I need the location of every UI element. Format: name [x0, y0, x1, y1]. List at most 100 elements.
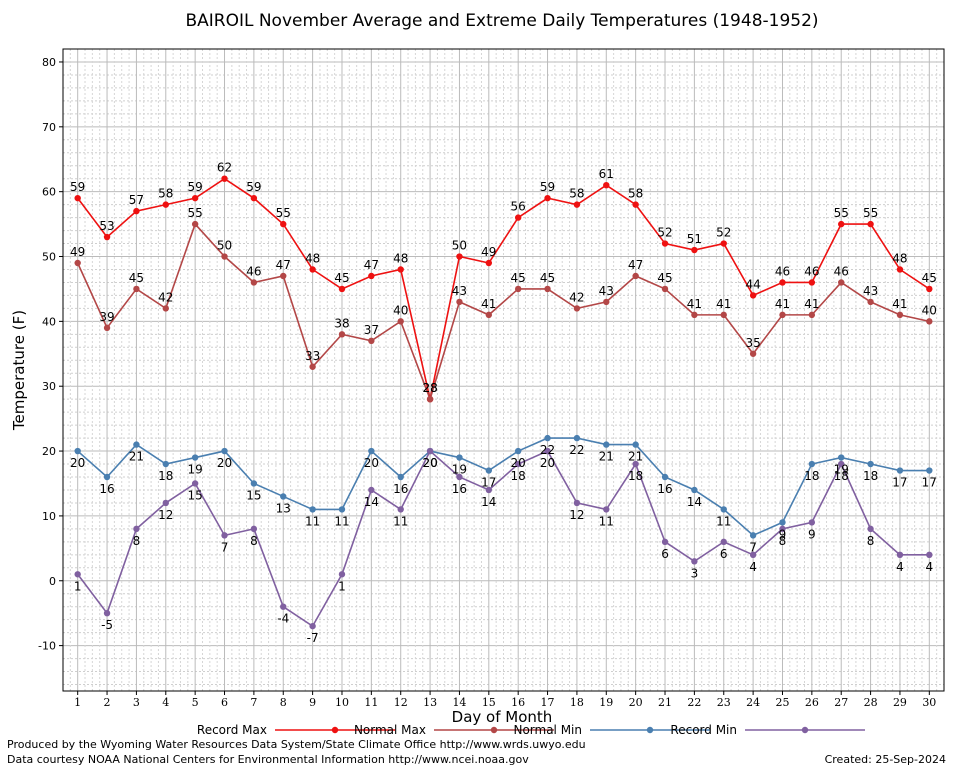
data-label: 19 [834, 463, 849, 477]
legend-label: Normal Min [513, 723, 582, 737]
x-tick-label: 28 [864, 696, 878, 709]
data-label: 42 [569, 290, 584, 304]
data-label: 21 [129, 450, 144, 464]
data-label: 8 [867, 534, 875, 548]
data-label: 21 [599, 450, 614, 464]
data-label: 49 [70, 245, 85, 259]
data-label: 41 [687, 297, 702, 311]
data-point [808, 311, 816, 319]
data-point [456, 253, 463, 260]
data-point [867, 220, 874, 228]
data-point [926, 551, 933, 559]
data-point [103, 473, 111, 481]
x-tick-label: 7 [250, 696, 257, 709]
data-point [867, 298, 874, 306]
data-point [456, 473, 463, 481]
x-tick-label: 2 [104, 696, 111, 709]
data-point [603, 441, 610, 448]
data-point [368, 486, 375, 494]
data-point [808, 279, 816, 286]
data-point [544, 285, 551, 293]
data-label: 20 [540, 456, 555, 470]
series-line [77, 437, 930, 537]
data-point [397, 506, 404, 513]
data-label: 41 [775, 297, 790, 311]
plot-frame [62, 48, 945, 692]
data-label: 19 [452, 463, 467, 477]
data-point [691, 486, 698, 494]
data-point [749, 551, 757, 559]
data-point [749, 292, 757, 299]
data-point [74, 571, 81, 578]
y-tick-label: 20 [42, 445, 56, 458]
data-label: 18 [628, 469, 643, 483]
data-point [779, 311, 786, 319]
data-point [720, 506, 727, 513]
data-point [426, 447, 434, 455]
data-label: 9 [808, 527, 816, 541]
data-label: 42 [158, 290, 173, 304]
data-point [338, 571, 346, 578]
footer-credit-line: Produced by the Wyoming Water Resources … [7, 738, 586, 751]
chart-title: BAIROIL November Average and Extreme Dai… [185, 11, 818, 31]
data-point [867, 525, 874, 533]
data-point [896, 311, 904, 319]
data-label: 14 [364, 495, 379, 509]
data-label: 12 [569, 508, 584, 522]
data-point [280, 272, 287, 280]
x-tick-label: 19 [599, 696, 613, 709]
data-label: 20 [70, 456, 85, 470]
x-tick-label: 24 [746, 696, 760, 709]
data-label: 16 [393, 482, 408, 496]
data-label: 46 [775, 264, 790, 278]
data-point [250, 194, 258, 202]
data-label: 50 [217, 239, 232, 253]
data-label: 20 [422, 456, 437, 470]
data-point [896, 551, 904, 559]
data-label: 20 [217, 456, 232, 470]
data-point [397, 473, 404, 481]
data-label: 28 [422, 381, 437, 395]
data-label: 16 [99, 482, 114, 496]
data-label: 43 [599, 284, 614, 298]
data-point [926, 467, 933, 474]
y-tick-label: 50 [42, 251, 56, 264]
data-point [191, 480, 199, 487]
data-label: 40 [393, 303, 408, 317]
data-label: 59 [246, 180, 261, 194]
data-point [309, 506, 316, 513]
data-label: 48 [393, 251, 408, 265]
x-tick-label: 23 [717, 696, 731, 709]
data-point [221, 532, 228, 539]
data-point [838, 220, 845, 228]
data-point [661, 240, 669, 247]
data-label: 6 [661, 547, 669, 561]
data-label: 50 [452, 239, 467, 253]
data-point [749, 350, 757, 357]
x-tick-label: 21 [658, 696, 672, 709]
data-point [632, 441, 639, 448]
data-point [133, 207, 140, 215]
data-label: 11 [716, 514, 731, 528]
data-label: 55 [276, 206, 291, 220]
data-label: 56 [511, 200, 526, 214]
data-point [162, 305, 169, 312]
data-label: 45 [129, 271, 144, 285]
data-label: 11 [599, 514, 614, 528]
series-lines [74, 175, 933, 630]
x-tick-label: 20 [629, 696, 643, 709]
data-label: 51 [687, 232, 702, 246]
data-point [691, 558, 698, 565]
data-point [221, 253, 228, 260]
data-point [838, 279, 845, 286]
data-label: 55 [863, 206, 878, 220]
data-label: 37 [364, 323, 379, 337]
data-label: 18 [511, 469, 526, 483]
data-label: 49 [481, 245, 496, 259]
footer-created-date: Created: 25-Sep-2024 [824, 753, 946, 766]
data-point [632, 201, 639, 208]
data-label: 9 [779, 527, 787, 541]
data-point [691, 246, 698, 254]
data-label: -5 [101, 618, 113, 632]
data-label: 41 [481, 297, 496, 311]
